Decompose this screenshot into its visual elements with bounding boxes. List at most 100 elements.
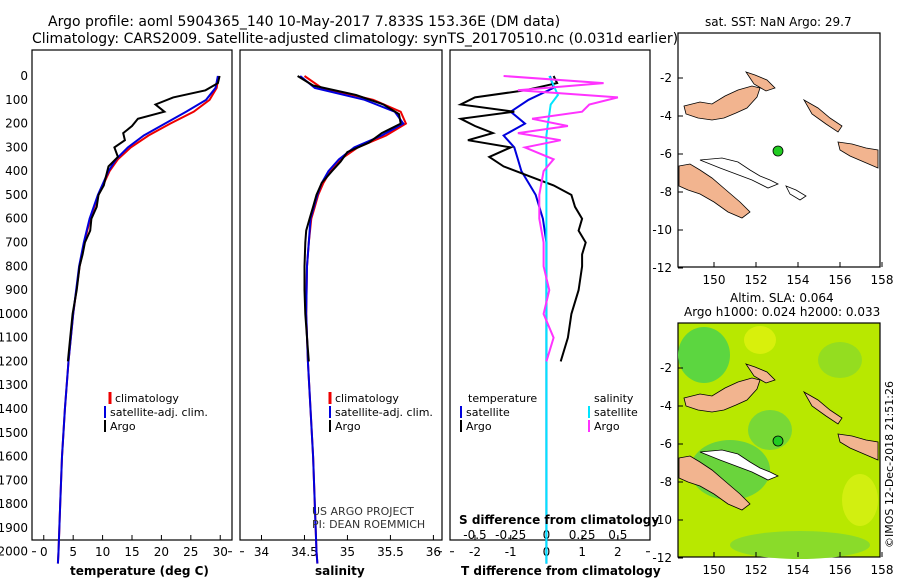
imos-credit: ©IMOS 12-Dec-2018 21:51:26: [883, 381, 896, 548]
header-line2: Climatology: CARS2009. Satellite-adjuste…: [32, 31, 678, 47]
salinity-series: [297, 75, 408, 564]
x-tick-label: 35: [340, 545, 355, 559]
x2-tick-label: -0.5: [463, 528, 486, 542]
map-y-label: -8: [660, 185, 672, 199]
x-tick-label: 34: [254, 545, 269, 559]
depth-tick-label: 1500: [0, 426, 28, 440]
map-y-label: -8: [660, 475, 672, 489]
temperature-x-ticks: 0 5 10 15 20 25 30: [40, 535, 228, 559]
temperature-series: [56, 75, 221, 564]
map-x-label: 154: [787, 273, 810, 287]
map-y-label: -2: [660, 71, 672, 85]
x-tick-label: 35.5: [377, 545, 404, 559]
depth-tick-label: 1300: [0, 378, 28, 392]
series-argo: [297, 75, 402, 362]
legend-satellite-adj: satellite-adj. clim.: [335, 406, 433, 419]
header-line1: Argo profile: aoml 5904365_140 10-May-20…: [48, 14, 560, 30]
map-y-label: -6: [660, 147, 672, 161]
depth-tick-label: 800: [5, 259, 28, 273]
depth-tick-label: 300: [5, 140, 28, 154]
depth-tick-label: 100: [5, 93, 28, 107]
pi-name: PI: DEAN ROEMMICH: [312, 518, 425, 531]
s-difference-xlabel: S difference from climatology: [459, 513, 659, 527]
map-y-label: -12: [652, 551, 672, 565]
map-y-label: -10: [652, 513, 672, 527]
series-temperature-argo: [457, 75, 587, 362]
t-difference-xlabel: T difference from climatology: [461, 564, 661, 578]
temperature-legend: climatology satellite-adj. clim. Argo: [104, 392, 208, 433]
difference-x-ticks: -2 -1 0 1 2-0.5 -0.25 0 0.25 0.5: [463, 528, 627, 559]
map-x-label: 154: [787, 563, 810, 577]
legend-satellite-adj: satellite-adj. clim.: [110, 406, 208, 419]
temperature-panel: 0 5 10 15 20 25 30 temperature (deg C) climato…: [31, 49, 233, 578]
difference-panel: -2 -1 0 1 2-0.5 -0.25 0 0.25 0.5 T difference fr…: [449, 49, 661, 578]
sst-map: sat. SST: NaN Argo: 29.7 -2-4-6-8-10-12 …: [652, 15, 893, 287]
legend-argo: Argo: [335, 420, 361, 433]
salinity-legend: climatology satellite-adj. clim. Argo: [328, 392, 433, 433]
x-tick-label: 15: [124, 545, 139, 559]
x-tick-label: 2: [614, 545, 622, 559]
depth-axis: 0100200300400500600700800900100011001200…: [0, 69, 650, 559]
sst-map-x-ticks: 150 152 154 156 158: [703, 262, 894, 287]
x-tick-label: 30: [213, 545, 228, 559]
legend-salinity-title: salinity: [594, 392, 634, 405]
x-tick-label: 10: [95, 545, 110, 559]
depth-tick-label: 1000: [0, 307, 28, 321]
map-x-label: 158: [871, 273, 894, 287]
land-new-guinea: [678, 71, 879, 219]
sla-map-x-ticks: 150 152 154 156 158: [703, 552, 893, 577]
argo-float-marker: [772, 145, 784, 157]
legend-argo: Argo: [110, 420, 136, 433]
depth-tick-label: 2000: [0, 545, 28, 559]
depth-tick-label: 1100: [0, 331, 28, 345]
sla-map-title: Altim. SLA: 0.064: [730, 291, 834, 305]
depth-tick-label: 900: [5, 283, 28, 297]
legend-t-argo: Argo: [466, 420, 492, 433]
salinity-plot-frame: [239, 49, 443, 541]
sla-map-y-ticks: -2 -4 -6 -8 -10 -12: [652, 361, 683, 565]
depth-tick-label: 1900: [0, 521, 28, 535]
salinity-xlabel: salinity: [315, 564, 365, 578]
depth-tick-label: 0: [20, 69, 28, 83]
x-tick-label: -2: [469, 545, 481, 559]
series-salinity-satellite: [545, 75, 560, 564]
map-x-label: 152: [745, 563, 768, 577]
map-x-label: 150: [703, 273, 726, 287]
series-satellite-adj-clim-: [56, 75, 219, 564]
legend-s-argo: Argo: [594, 420, 620, 433]
temperature-plot-frame: [31, 49, 233, 541]
x-tick-label: 25: [183, 545, 198, 559]
depth-tick-label: 500: [5, 188, 28, 202]
depth-tick-label: 700: [5, 236, 28, 250]
sst-map-y-ticks: -2 -4 -6 -8 -10 -12: [652, 71, 683, 275]
difference-series: [457, 75, 619, 564]
x-tick-label: 36: [426, 545, 441, 559]
map-y-label: -4: [660, 399, 672, 413]
x-tick-label: 1: [578, 545, 586, 559]
us-argo-project: US ARGO PROJECT: [312, 505, 414, 518]
legend-climatology: climatology: [335, 392, 399, 405]
legend-climatology: climatology: [115, 392, 179, 405]
depth-tick-label: 600: [5, 212, 28, 226]
map-x-label: 156: [829, 563, 852, 577]
x2-tick-label: -0.25: [495, 528, 526, 542]
map-y-label: -2: [660, 361, 672, 375]
depth-tick-label: 1700: [0, 473, 28, 487]
land-new-guinea-2: [678, 363, 879, 511]
depth-tick-label: 1400: [0, 402, 28, 416]
sla-map-subtitle: Argo h1000: 0.024 h2000: 0.033: [684, 305, 880, 319]
series-salinity-argo: [503, 75, 619, 362]
temperature-xlabel: temperature (deg C): [70, 564, 209, 578]
x-tick-label: -1: [505, 545, 517, 559]
x-tick-label: 5: [69, 545, 77, 559]
series-argo: [66, 75, 221, 362]
sst-map-title: sat. SST: NaN Argo: 29.7: [705, 15, 852, 29]
x2-tick-label: 0.5: [608, 528, 627, 542]
x-tick-label: 34.5: [291, 545, 318, 559]
legend-t-satellite: satellite: [466, 406, 510, 419]
depth-tick-label: 1200: [0, 354, 28, 368]
difference-plot-frame: [449, 49, 651, 541]
salinity-x-ticks: 34 34.5 35 35.5 36: [254, 535, 441, 559]
depth-tick-label: 1800: [0, 497, 28, 511]
